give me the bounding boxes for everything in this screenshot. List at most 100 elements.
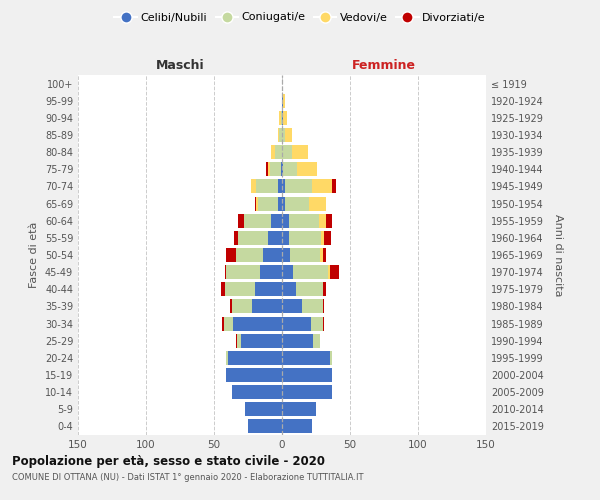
Bar <box>297 162 317 176</box>
Bar <box>238 231 268 245</box>
Bar <box>227 351 282 365</box>
Bar <box>332 180 337 194</box>
Bar <box>270 162 281 176</box>
Bar <box>278 128 279 142</box>
Bar <box>290 248 320 262</box>
Bar <box>282 180 285 194</box>
Bar <box>282 265 293 279</box>
Bar <box>282 94 283 108</box>
Bar <box>279 128 282 142</box>
Text: COMUNE DI OTTANA (NU) - Dati ISTAT 1° gennaio 2020 - Elaborazione TUTTITALIA.IT: COMUNE DI OTTANA (NU) - Dati ISTAT 1° ge… <box>12 472 364 482</box>
Bar <box>313 334 320 347</box>
Bar <box>282 334 313 347</box>
Bar <box>324 231 331 245</box>
Bar <box>241 334 282 347</box>
Bar <box>271 214 282 228</box>
Bar <box>263 248 282 262</box>
Bar <box>329 351 332 365</box>
Bar <box>282 145 292 159</box>
Bar <box>271 145 275 159</box>
Bar <box>230 300 232 314</box>
Bar <box>257 196 278 210</box>
Bar <box>322 231 324 245</box>
Bar <box>319 214 326 228</box>
Bar <box>323 282 326 296</box>
Bar <box>245 402 282 416</box>
Bar <box>289 214 319 228</box>
Bar <box>236 334 237 347</box>
Bar <box>244 214 271 228</box>
Bar <box>260 265 282 279</box>
Bar <box>283 162 297 176</box>
Bar <box>256 180 278 194</box>
Bar <box>282 248 290 262</box>
Bar <box>266 162 268 176</box>
Bar <box>222 316 224 330</box>
Bar <box>282 196 285 210</box>
Bar <box>329 265 339 279</box>
Bar <box>283 94 285 108</box>
Bar <box>251 180 256 194</box>
Bar <box>282 420 312 434</box>
Bar <box>282 128 285 142</box>
Bar <box>328 265 329 279</box>
Bar <box>232 385 282 399</box>
Bar <box>282 111 283 125</box>
Bar <box>238 214 244 228</box>
Bar <box>232 300 252 314</box>
Bar <box>248 420 282 434</box>
Bar <box>285 196 309 210</box>
Bar <box>256 196 257 210</box>
Bar <box>282 368 332 382</box>
Bar <box>282 351 329 365</box>
Bar <box>320 248 323 262</box>
Bar <box>282 162 283 176</box>
Bar <box>226 248 236 262</box>
Bar <box>326 214 332 228</box>
Y-axis label: Anni di nascita: Anni di nascita <box>553 214 563 296</box>
Bar <box>323 316 324 330</box>
Bar <box>226 265 260 279</box>
Bar <box>226 368 282 382</box>
Text: Maschi: Maschi <box>155 58 205 71</box>
Bar <box>282 300 302 314</box>
Bar <box>302 300 323 314</box>
Bar <box>225 282 255 296</box>
Bar <box>275 145 282 159</box>
Bar <box>224 316 233 330</box>
Bar <box>236 248 263 262</box>
Bar <box>235 231 238 245</box>
Bar <box>323 300 324 314</box>
Text: Popolazione per età, sesso e stato civile - 2020: Popolazione per età, sesso e stato civil… <box>12 455 325 468</box>
Bar <box>278 196 282 210</box>
Bar <box>282 402 316 416</box>
Bar <box>233 316 282 330</box>
Bar <box>285 180 312 194</box>
Bar <box>283 111 287 125</box>
Bar <box>311 316 323 330</box>
Bar <box>296 282 323 296</box>
Bar <box>289 231 322 245</box>
Bar <box>268 231 282 245</box>
Bar <box>282 231 289 245</box>
Text: Femmine: Femmine <box>352 58 416 71</box>
Bar <box>292 145 308 159</box>
Bar <box>282 385 332 399</box>
Bar <box>255 282 282 296</box>
Bar <box>255 196 256 210</box>
Bar <box>226 351 227 365</box>
Bar <box>312 180 332 194</box>
Bar <box>282 316 311 330</box>
Bar <box>282 214 289 228</box>
Bar <box>225 265 226 279</box>
Bar <box>252 300 282 314</box>
Bar <box>268 162 270 176</box>
Legend: Celibi/Nubili, Coniugati/e, Vedovi/e, Divorziati/e: Celibi/Nubili, Coniugati/e, Vedovi/e, Di… <box>110 8 490 27</box>
Bar <box>279 111 281 125</box>
Bar <box>285 128 292 142</box>
Bar <box>221 282 225 296</box>
Bar <box>278 180 282 194</box>
Bar <box>309 196 326 210</box>
Bar <box>323 248 326 262</box>
Bar <box>281 162 282 176</box>
